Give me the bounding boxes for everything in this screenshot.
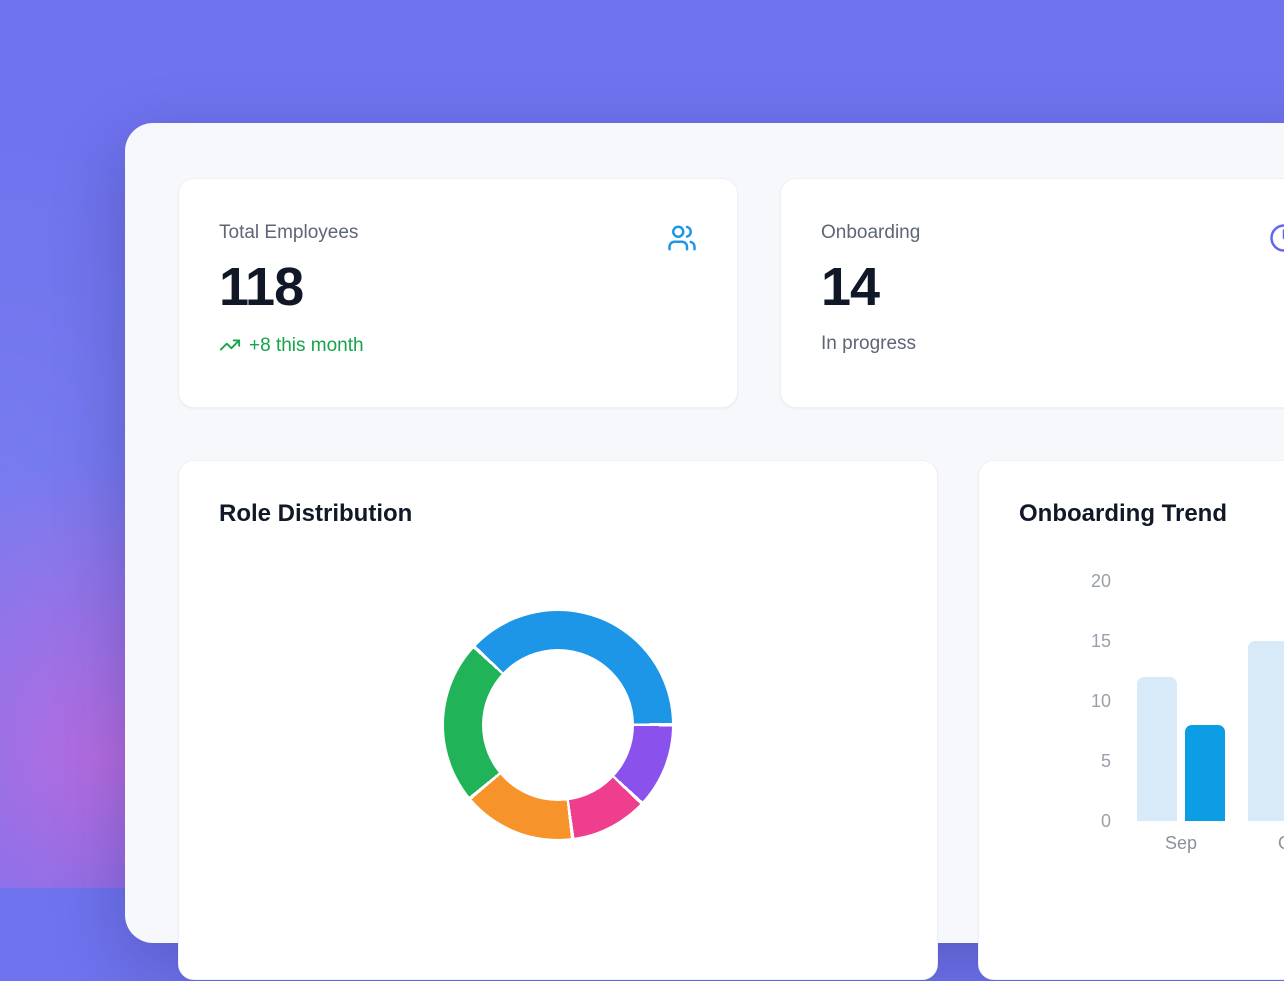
role-distribution-card: Role Distribution <box>178 460 938 980</box>
light-blue-bar-oct <box>1248 641 1284 821</box>
y-axis-tick: 15 <box>1051 631 1111 651</box>
stat-card-total-employees: Total Employees 118 +8 this month <box>178 178 738 408</box>
stat-label: Total Employees <box>219 223 697 242</box>
clock-icon <box>1269 223 1284 253</box>
chart-title: Role Distribution <box>219 501 897 527</box>
y-axis-tick: 10 <box>1051 691 1111 711</box>
y-axis-tick: 5 <box>1051 751 1111 771</box>
stat-card-onboarding: Onboarding 14 In progress <box>780 178 1284 408</box>
y-axis-tick: 0 <box>1051 811 1111 831</box>
light-blue-bar-sep <box>1137 677 1177 821</box>
onboarding-trend-card: Onboarding Trend 20151050SepOct <box>978 460 1284 980</box>
stat-change-text: +8 this month <box>249 336 364 355</box>
stat-value: 118 <box>219 260 697 314</box>
onboarding-trend-plot: 20 15 10 5 0 Sep Oct <box>979 461 1284 981</box>
y-axis-tick: 20 <box>1051 571 1111 591</box>
dashboard-screen: { "colors": { "background": "#6f73ee", "… <box>0 0 1284 888</box>
x-axis-label: Oct <box>1247 833 1284 853</box>
stat-value: 14 <box>821 260 1284 314</box>
stat-label: Onboarding <box>821 223 1284 242</box>
donut-hole <box>482 649 634 801</box>
main-panel: Total Employees 118 +8 this month Onboar… <box>125 123 1284 943</box>
trending-up-icon <box>219 334 241 356</box>
dark-blue-bar-sep <box>1185 725 1225 821</box>
stat-subtitle-text: In progress <box>821 334 916 353</box>
stat-subtitle: In progress <box>821 334 1284 353</box>
users-icon <box>667 223 697 253</box>
stat-change: +8 this month <box>219 334 697 356</box>
role-distribution-chart <box>444 611 672 839</box>
x-axis-label: Sep <box>1136 833 1226 853</box>
